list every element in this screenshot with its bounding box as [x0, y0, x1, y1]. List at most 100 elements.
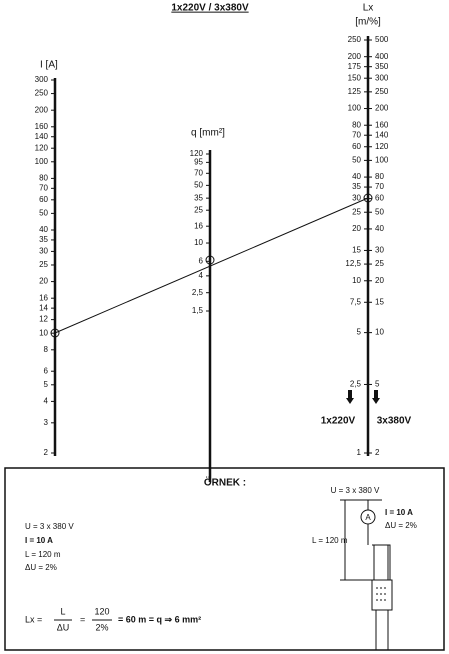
tick-label: 120 [35, 143, 49, 152]
tick-label: 60 [375, 194, 384, 203]
given: U = 3 x 380 V [25, 522, 74, 531]
tick-label: 2,5 [350, 380, 362, 389]
tick-label: 200 [375, 104, 389, 113]
tick-label: 160 [375, 120, 389, 129]
tick-label: 35 [352, 182, 361, 191]
tick-label: 70 [375, 182, 384, 191]
wires [344, 499, 382, 580]
arrows [346, 390, 380, 404]
tick-label: 30 [39, 247, 48, 256]
tick-label: 175 [348, 62, 362, 71]
formula: ΔU [57, 622, 70, 632]
tick-label: 400 [375, 52, 389, 61]
tick-label: 200 [35, 105, 49, 114]
tick-label: 120 [190, 149, 204, 158]
tick-label: 95 [194, 157, 203, 166]
tick-label: 80 [39, 174, 48, 183]
given: ΔU = 2% [25, 563, 57, 572]
tick-label: 25 [194, 205, 203, 214]
tick-label: 5 [44, 380, 49, 389]
tick-label: 20 [352, 224, 361, 233]
given: L = 120 m [25, 550, 61, 559]
tick-label: 4 [44, 397, 49, 406]
tick-label: 15 [375, 297, 384, 306]
tick-label: 70 [352, 130, 361, 139]
fig-current: I = 10 A [385, 508, 413, 517]
tick-label: 2,5 [192, 288, 204, 297]
formula: Lx = [25, 614, 42, 624]
tick-label: 16 [194, 221, 203, 230]
tick-label: 250 [35, 89, 49, 98]
fig-voltage: U = 3 x 380 V [331, 486, 380, 495]
length-label: Lx [363, 3, 374, 14]
tick-label: 25 [39, 260, 48, 269]
tick-label: 140 [35, 132, 49, 141]
length-unit: [m/%] [355, 17, 381, 28]
tick-label: 6 [199, 256, 204, 265]
tick-label: 2 [375, 448, 380, 457]
tick-label: 500 [375, 35, 389, 44]
tick-label: 25 [352, 207, 361, 216]
tick-label: 6 [44, 366, 49, 375]
tick-label: 40 [352, 172, 361, 181]
example-box [4, 467, 445, 651]
tick-label: 4 [199, 271, 204, 280]
tick-label: 150 [348, 73, 362, 82]
tick-label: 35 [194, 193, 203, 202]
meter-label: A [365, 513, 371, 522]
tick-label: 1,5 [192, 306, 204, 315]
formula: 2% [95, 622, 108, 632]
meter [360, 509, 376, 525]
given: I = 10 A [25, 536, 53, 545]
tick-label: 14 [39, 303, 48, 312]
formula: 120 [94, 606, 109, 616]
tick-label: 40 [375, 224, 384, 233]
tick-label: 30 [352, 194, 361, 203]
tick-label: 10 [194, 238, 203, 247]
tick-label: 10 [352, 276, 361, 285]
tick-label: 10 [39, 328, 48, 337]
tick-label: 70 [194, 168, 203, 177]
tick-label: 160 [35, 122, 49, 131]
example-line [54, 197, 369, 334]
tick-label: 100 [35, 157, 49, 166]
tick-label: 70 [39, 183, 48, 192]
tick-label: 100 [348, 104, 362, 113]
caption-left: 1x220V [321, 416, 356, 427]
caption-right: 3x380V [377, 416, 412, 427]
tick-label: 30 [375, 246, 384, 255]
tick-label: 120 [375, 142, 389, 151]
tick-label: 50 [375, 207, 384, 216]
tick-label: 300 [35, 75, 49, 84]
tick-label: 300 [375, 73, 389, 82]
tick-label: 15 [352, 246, 361, 255]
current-label: I [A] [40, 60, 58, 71]
tick-label: 7,5 [350, 297, 362, 306]
fig-length: L = 120 m [312, 536, 348, 545]
tick-label: 1 [357, 448, 362, 457]
marker [205, 255, 215, 265]
tick-label: 80 [375, 172, 384, 181]
tick-label: 20 [39, 277, 48, 286]
fig-drop: ΔU = 2% [385, 521, 417, 530]
tick-label: 8 [44, 345, 49, 354]
terminal [376, 587, 388, 601]
tick-label: 5 [375, 380, 380, 389]
tick-label: 5 [357, 328, 362, 337]
tick-label: 12 [39, 315, 48, 324]
tick-label: 100 [375, 155, 389, 164]
tick-label: 80 [352, 120, 361, 129]
tick-label: 250 [375, 87, 389, 96]
tick-label: 50 [194, 180, 203, 189]
tick-label: 50 [352, 155, 361, 164]
tick-label: 20 [375, 276, 384, 285]
tick-label: 60 [352, 142, 361, 151]
tick-label: 60 [39, 195, 48, 204]
example-title: ÖRNEK : [204, 476, 246, 489]
tick-label: 12,5 [345, 259, 361, 268]
tick-label: 25 [375, 259, 384, 268]
tick-label: 10 [375, 328, 384, 337]
tick-label: 3 [44, 418, 49, 427]
section-label: q [mm²] [191, 128, 225, 139]
